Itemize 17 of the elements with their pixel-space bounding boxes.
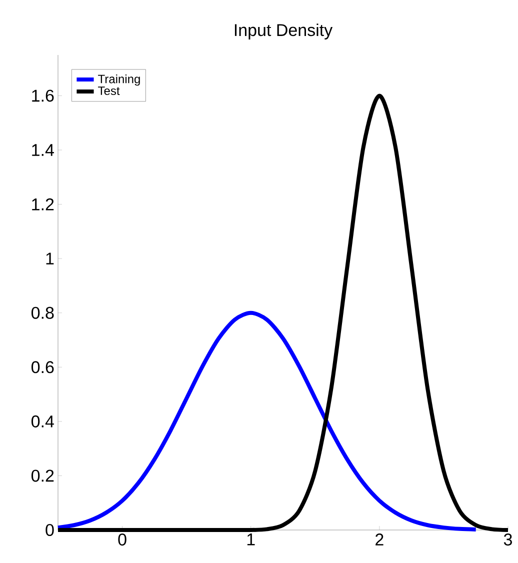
x-tick-label: 2 (376, 534, 384, 546)
y-tick-label: 1.4 (32, 144, 54, 156)
x-tick-label: 3 (504, 534, 512, 546)
legend-label: Training (98, 74, 140, 86)
legend-label: Test (98, 86, 120, 96)
y-tick-label: 0.8 (31, 306, 54, 319)
y-tick-label: 1 (46, 252, 54, 264)
y-tick-label: 0.4 (31, 415, 54, 428)
y-tick-label: 1.2 (32, 198, 54, 210)
x-tick-label: 0 (118, 534, 126, 546)
y-tick-label: 0 (46, 524, 54, 536)
y-tick-label: 0.6 (31, 361, 54, 374)
chart-title: Input Density (234, 24, 333, 40)
line-series (56, 310, 478, 532)
y-tick-label: 0.2 (31, 470, 54, 482)
x-tick-label: 1 (247, 534, 255, 546)
y-tick-label: 1.6 (32, 90, 54, 102)
